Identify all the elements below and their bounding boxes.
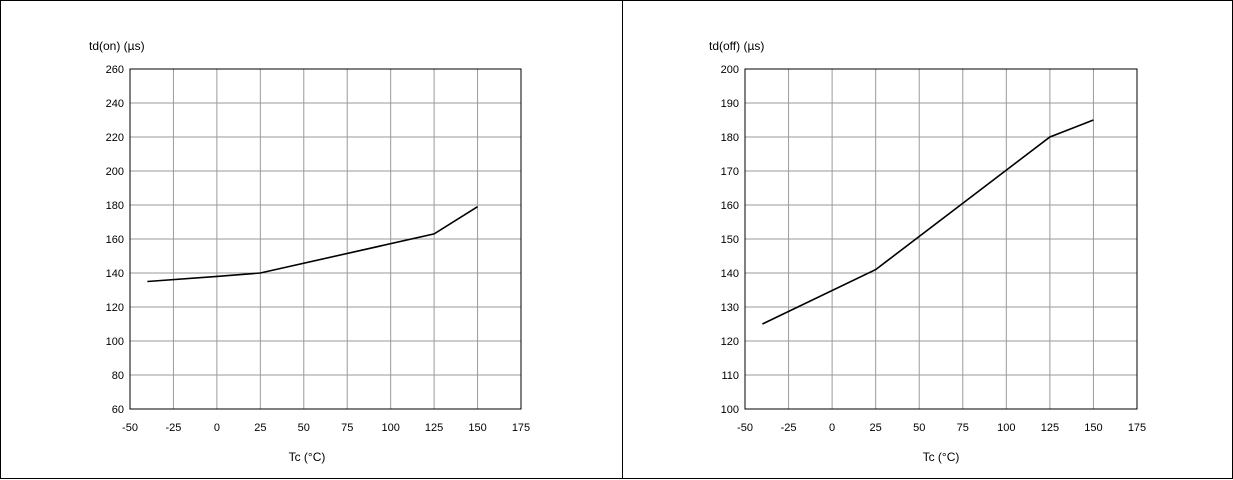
x-tick-label: 175 (1128, 422, 1146, 434)
y-tick-label: 60 (112, 404, 124, 416)
x-tick-label: 50 (913, 422, 925, 434)
x-axis-label: Tc (°C) (923, 450, 960, 464)
x-tick-label: 75 (341, 422, 353, 434)
y-axis-label: td(on) (µs) (89, 39, 145, 53)
td-on-chart: td(on) (µs) Tc (°C) -50 -25 0 25 50 75 100 125 1… (89, 39, 530, 464)
y-tick-label: 260 (106, 64, 124, 76)
x-tick-label: 50 (298, 422, 310, 434)
y-tick-label: 170 (721, 166, 739, 178)
y-tick-label: 240 (106, 98, 124, 110)
chart-panel-right: td(off) (µs) Tc (°C) -50 -25 0 25 50 75 100 125… (622, 0, 1233, 479)
x-tick-label: 125 (425, 422, 443, 434)
x-tick-label: 100 (381, 422, 399, 434)
y-tick-label: 100 (721, 404, 739, 416)
plot-area-frame (744, 68, 1138, 410)
y-tick-label: 180 (106, 200, 124, 212)
series-line (762, 119, 1094, 325)
x-tick-label: 25 (870, 422, 882, 434)
y-tick-label: 130 (721, 302, 739, 314)
y-tick-label: 160 (721, 200, 739, 212)
y-tick-label: 190 (721, 98, 739, 110)
y-tick-label: 150 (721, 234, 739, 246)
y-tick-label: 140 (721, 268, 739, 280)
x-tick-label: -25 (781, 422, 797, 434)
x-axis-label: Tc (°C) (289, 450, 326, 464)
x-tick-label: 0 (829, 422, 835, 434)
x-tick-label: 0 (214, 422, 220, 434)
y-tick-label: 200 (106, 166, 124, 178)
y-tick-label: 160 (106, 234, 124, 246)
y-tick-label: 120 (721, 336, 739, 348)
y-axis-label: td(off) (µs) (709, 39, 764, 53)
chart-panel-left: td(on) (µs) Tc (°C) -50 -25 0 25 50 75 100 125 1… (0, 0, 623, 479)
td-off-chart: td(off) (µs) Tc (°C) -50 -25 0 25 50 75 100 125… (709, 39, 1146, 464)
x-tick-label: 125 (1041, 422, 1059, 434)
y-tick-label: 100 (106, 336, 124, 348)
x-tick-label: 175 (512, 422, 530, 434)
x-tick-label: -50 (737, 422, 753, 434)
x-tick-label: 150 (1084, 422, 1102, 434)
x-tick-label: -25 (165, 422, 181, 434)
x-tick-label: -50 (122, 422, 138, 434)
series-line (147, 206, 478, 283)
plot-area-frame (129, 68, 522, 410)
x-tick-label: 75 (957, 422, 969, 434)
y-tick-label: 80 (112, 370, 124, 382)
y-tick-label: 120 (106, 302, 124, 314)
x-tick-label: 25 (254, 422, 266, 434)
y-tick-label: 200 (721, 64, 739, 76)
y-tick-label: 140 (106, 268, 124, 280)
x-tick-label: 100 (997, 422, 1015, 434)
y-tick-label: 110 (721, 370, 739, 382)
y-tick-label: 180 (721, 132, 739, 144)
y-tick-label: 220 (106, 132, 124, 144)
x-tick-label: 150 (468, 422, 486, 434)
